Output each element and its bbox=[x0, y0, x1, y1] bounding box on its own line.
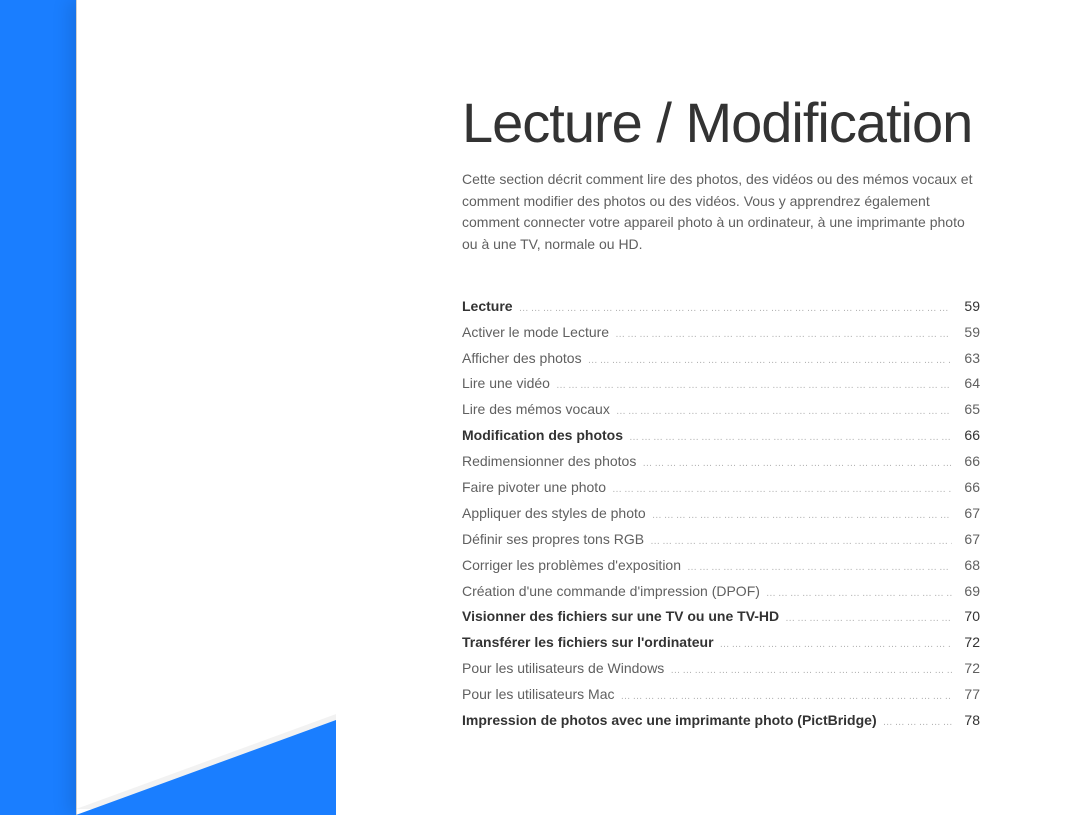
toc-row: Pour les utilisateurs de Windows 72 bbox=[462, 656, 980, 682]
toc-page-number: 67 bbox=[958, 527, 980, 553]
toc-label: Appliquer des styles de photo bbox=[462, 501, 646, 527]
toc-page-number: 67 bbox=[958, 501, 980, 527]
toc-page-number: 68 bbox=[958, 553, 980, 579]
toc-label: Corriger les problèmes d'exposition bbox=[462, 553, 681, 579]
toc-row: Redimensionner des photos 66 bbox=[462, 449, 980, 475]
content-area: Lecture / Modification Cette section déc… bbox=[77, 0, 1080, 734]
toc-row: Pour les utilisateurs Mac 77 bbox=[462, 682, 980, 708]
toc-row: Faire pivoter une photo 66 bbox=[462, 475, 980, 501]
toc-label: Transférer les fichiers sur l'ordinateur bbox=[462, 630, 714, 656]
toc-row: Création d'une commande d'impression (DP… bbox=[462, 579, 980, 605]
toc-leader-dots bbox=[652, 501, 953, 527]
toc-leader-dots bbox=[519, 294, 953, 320]
toc-label: Afficher des photos bbox=[462, 346, 582, 372]
toc-row: Appliquer des styles de photo 67 bbox=[462, 501, 980, 527]
manual-page: Lecture / Modification Cette section déc… bbox=[76, 0, 1080, 815]
toc-leader-dots bbox=[785, 604, 952, 630]
toc-label: Lecture bbox=[462, 294, 513, 320]
toc-page-number: 69 bbox=[958, 579, 980, 605]
table-of-contents: Lecture59Activer le mode Lecture59Affich… bbox=[462, 294, 980, 734]
toc-row: Visionner des fichiers sur une TV ou une… bbox=[462, 604, 980, 630]
toc-row: Lire une vidéo 64 bbox=[462, 371, 980, 397]
toc-page-number: 65 bbox=[958, 397, 980, 423]
toc-row: Lecture 59 bbox=[462, 294, 980, 320]
toc-label: Modification des photos bbox=[462, 423, 623, 449]
toc-label: Création d'une commande d'impression (DP… bbox=[462, 579, 760, 605]
toc-label: Activer le mode Lecture bbox=[462, 320, 609, 346]
toc-label: Visionner des fichiers sur une TV ou une… bbox=[462, 604, 779, 630]
toc-label: Pour les utilisateurs de Windows bbox=[462, 656, 664, 682]
toc-row: Transférer les fichiers sur l'ordinateur… bbox=[462, 630, 980, 656]
toc-label: Impression de photos avec une imprimante… bbox=[462, 708, 877, 734]
toc-page-number: 59 bbox=[958, 294, 980, 320]
toc-label: Lire des mémos vocaux bbox=[462, 397, 610, 423]
toc-row: Activer le mode Lecture 59 bbox=[462, 320, 980, 346]
toc-leader-dots bbox=[883, 708, 953, 734]
toc-page-number: 59 bbox=[958, 320, 980, 346]
toc-leader-dots bbox=[588, 346, 953, 372]
toc-leader-dots bbox=[621, 682, 953, 708]
toc-row: Définir ses propres tons RGB 67 bbox=[462, 527, 980, 553]
toc-row: Afficher des photos 63 bbox=[462, 346, 980, 372]
toc-row: Corriger les problèmes d'exposition 68 bbox=[462, 553, 980, 579]
toc-label: Pour les utilisateurs Mac bbox=[462, 682, 615, 708]
toc-row: Lire des mémos vocaux 65 bbox=[462, 397, 980, 423]
toc-leader-dots bbox=[556, 371, 952, 397]
toc-page-number: 64 bbox=[958, 371, 980, 397]
toc-page-number: 72 bbox=[958, 630, 980, 656]
toc-page-number: 70 bbox=[958, 604, 980, 630]
toc-page-number: 72 bbox=[958, 656, 980, 682]
toc-leader-dots bbox=[629, 423, 952, 449]
toc-page-number: 63 bbox=[958, 346, 980, 372]
toc-leader-dots bbox=[615, 320, 952, 346]
toc-page-number: 66 bbox=[958, 475, 980, 501]
toc-label: Lire une vidéo bbox=[462, 371, 550, 397]
toc-leader-dots bbox=[612, 475, 952, 501]
toc-leader-dots bbox=[720, 630, 953, 656]
toc-page-number: 77 bbox=[958, 682, 980, 708]
toc-page-number: 66 bbox=[958, 423, 980, 449]
toc-label: Faire pivoter une photo bbox=[462, 475, 606, 501]
toc-leader-dots bbox=[670, 656, 952, 682]
toc-page-number: 66 bbox=[958, 449, 980, 475]
toc-leader-dots bbox=[642, 449, 952, 475]
intro-paragraph: Cette section décrit comment lire des ph… bbox=[462, 169, 980, 256]
page-corner-cut bbox=[76, 720, 336, 815]
toc-label: Définir ses propres tons RGB bbox=[462, 527, 644, 553]
toc-row: Impression de photos avec une imprimante… bbox=[462, 708, 980, 734]
toc-leader-dots bbox=[616, 397, 953, 423]
toc-page-number: 78 bbox=[958, 708, 980, 734]
toc-leader-dots bbox=[766, 579, 953, 605]
toc-label: Redimensionner des photos bbox=[462, 449, 636, 475]
toc-leader-dots bbox=[687, 553, 952, 579]
page-title: Lecture / Modification bbox=[462, 90, 980, 155]
toc-row: Modification des photos 66 bbox=[462, 423, 980, 449]
toc-leader-dots bbox=[650, 527, 952, 553]
